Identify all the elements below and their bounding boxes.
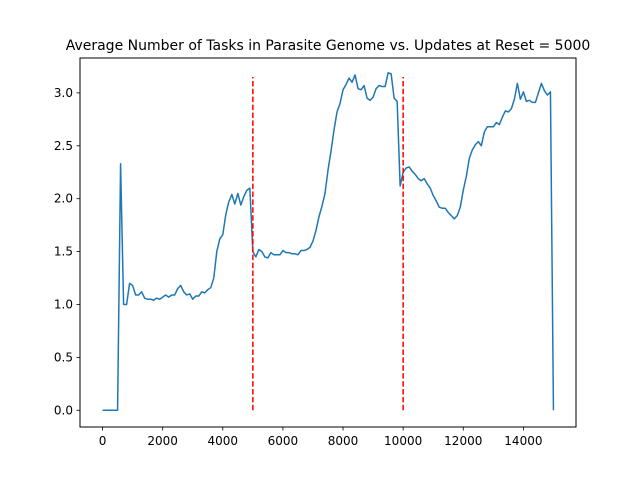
x-tick-label: 8000 [328, 434, 359, 448]
x-tick-label: 6000 [268, 434, 299, 448]
series-line-0 [102, 72, 555, 412]
x-tick-label: 4000 [208, 434, 239, 448]
y-tick-label: 1.5 [54, 245, 73, 259]
x-tick-label: 2000 [147, 434, 178, 448]
y-tick-label: 2.5 [54, 139, 73, 153]
y-tick-label: 0.0 [54, 403, 73, 417]
plot-area [102, 72, 555, 412]
x-tick-label: 14000 [504, 434, 542, 448]
y-tick-label: 2.0 [54, 192, 73, 206]
y-axis: 0.0 0.5 1.0 1.5 2.0 2.5 3.0 [54, 86, 80, 417]
axes-frame [79, 57, 577, 428]
y-tick-label: 3.0 [54, 86, 73, 100]
x-tick-label: 12000 [444, 434, 482, 448]
x-tick-label: 0 [99, 434, 107, 448]
x-tick-label: 10000 [384, 434, 422, 448]
chart-title: Average Number of Tasks in Parasite Geno… [66, 38, 591, 54]
y-tick-label: 0.5 [54, 350, 73, 364]
x-axis: 0 2000 4000 6000 8000 10000 12000 14000 [99, 427, 542, 448]
y-tick-label: 1.0 [54, 297, 73, 311]
